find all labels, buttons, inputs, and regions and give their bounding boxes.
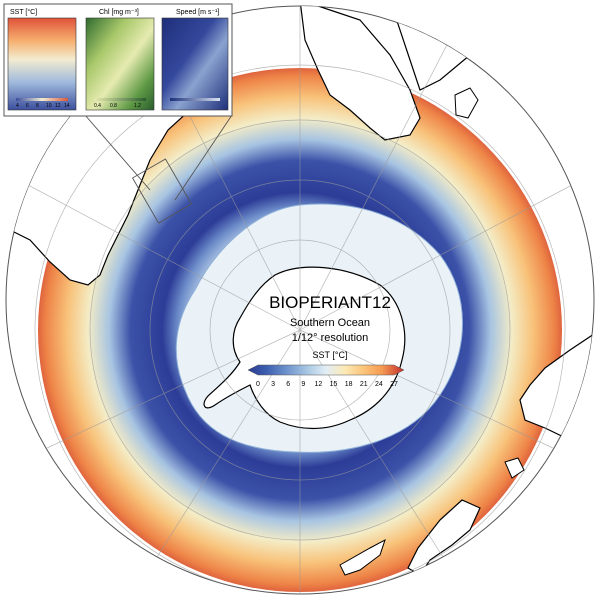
land-africa [299, 6, 421, 141]
svg-text:0.4: 0.4 [94, 103, 101, 109]
colorbar-tick-label: 18 [345, 381, 353, 388]
inset-speed-title: Speed [m s⁻¹] [176, 9, 219, 16]
land-new-zealand [407, 499, 481, 576]
land-tasmania [504, 457, 525, 479]
inset-sst-ticks: 4 6 8 10 12 14 [16, 103, 70, 109]
colorbar-tick-label: 21 [360, 381, 368, 388]
colorbar-tick-label: 27 [390, 381, 398, 388]
svg-text:12: 12 [55, 103, 61, 109]
colorbar-tick-label: 9 [301, 381, 305, 388]
colorbar-tick-label: 0 [256, 381, 260, 388]
svg-text:0.8: 0.8 [110, 103, 117, 109]
inset-sst-map [7, 17, 77, 111]
svg-text:1.2: 1.2 [134, 103, 141, 109]
svg-text:6: 6 [26, 103, 29, 109]
inset-speed-map [161, 17, 229, 111]
inset-panels: SST [°C] 4 6 8 10 12 14 Chl [mg m⁻³] 0.4… [3, 3, 233, 117]
colorbar-tick-label: 15 [330, 381, 338, 388]
map-subtitle-2: 1/12° resolution [292, 332, 369, 344]
land-nz-south [339, 538, 386, 576]
land-madagascar [454, 87, 479, 119]
colorbar-tick-label: 24 [375, 381, 383, 388]
svg-text:14: 14 [64, 103, 70, 109]
inset-sst-colorbar [16, 98, 68, 101]
colorbar-tick-label: 6 [286, 381, 290, 388]
map-subtitle-1: Southern Ocean [290, 317, 370, 329]
land-antarctica [203, 266, 406, 430]
colorbar-tick-label: 3 [271, 381, 275, 388]
inset-chl-title: Chl [mg m⁻³] [99, 9, 139, 16]
inset-sst-title: SST [°C] [10, 8, 37, 16]
colorbar-ticks: 0 3 6 9 12 15 18 21 24 27 [256, 381, 398, 388]
inset-speed-colorbar [170, 98, 220, 101]
inset-chl-map [85, 17, 155, 111]
inset-chl-ticks: 0.4 0.8 1.2 [94, 103, 141, 109]
map-title: BIOPERIANT12 [269, 293, 391, 312]
svg-text:8: 8 [36, 103, 39, 109]
colorbar-tick-label: 12 [315, 381, 323, 388]
svg-text:4: 4 [16, 103, 19, 109]
svg-text:10: 10 [46, 103, 52, 109]
sst-colorbar [247, 364, 405, 376]
inset-chl-colorbar [94, 98, 146, 101]
colorbar-label: SST [°C] [313, 350, 348, 360]
inset-locator [84, 114, 233, 224]
